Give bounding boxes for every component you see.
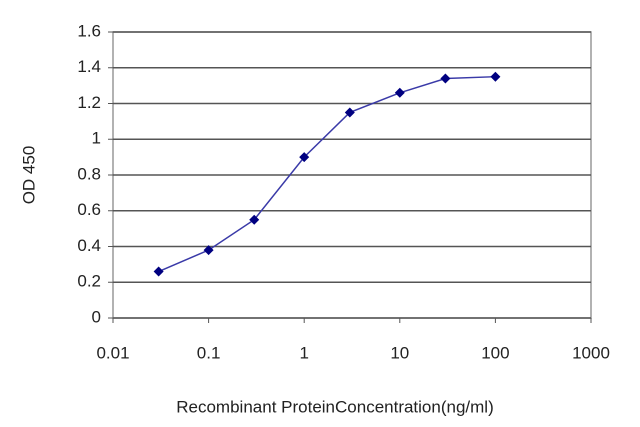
marker [153, 266, 164, 277]
y-axis-label: OD 450 [19, 146, 38, 205]
line [158, 75, 496, 273]
marker [394, 87, 405, 98]
marker [299, 152, 310, 163]
marker [490, 71, 501, 82]
y-tick-label: 0.4 [77, 236, 101, 255]
x-tick-label: 0.1 [197, 343, 221, 362]
y-tick-label: 0 [92, 307, 101, 326]
y-tick-label: 0.6 [77, 200, 101, 219]
x-tick-label: 1 [299, 343, 308, 362]
y-tick-label: 0.8 [77, 164, 101, 183]
marker [249, 214, 260, 225]
x-tick-label: 1000 [572, 343, 610, 362]
x-tick-label: 100 [481, 343, 509, 362]
y-tick-label: 1.4 [77, 57, 101, 76]
y-tick-label: 0.2 [77, 272, 101, 291]
marker [440, 73, 451, 84]
y-tick-label: 1.2 [77, 93, 101, 112]
x-axis-label: Recombinant ProteinConcentration(ng/ml) [176, 397, 494, 416]
y-tick-label: 1 [92, 129, 101, 148]
x-tick-label: 10 [390, 343, 409, 362]
marker [203, 245, 214, 256]
y-tick-label: 1.6 [77, 21, 101, 40]
marker [344, 107, 355, 118]
x-tick-label: 0.01 [96, 343, 129, 362]
